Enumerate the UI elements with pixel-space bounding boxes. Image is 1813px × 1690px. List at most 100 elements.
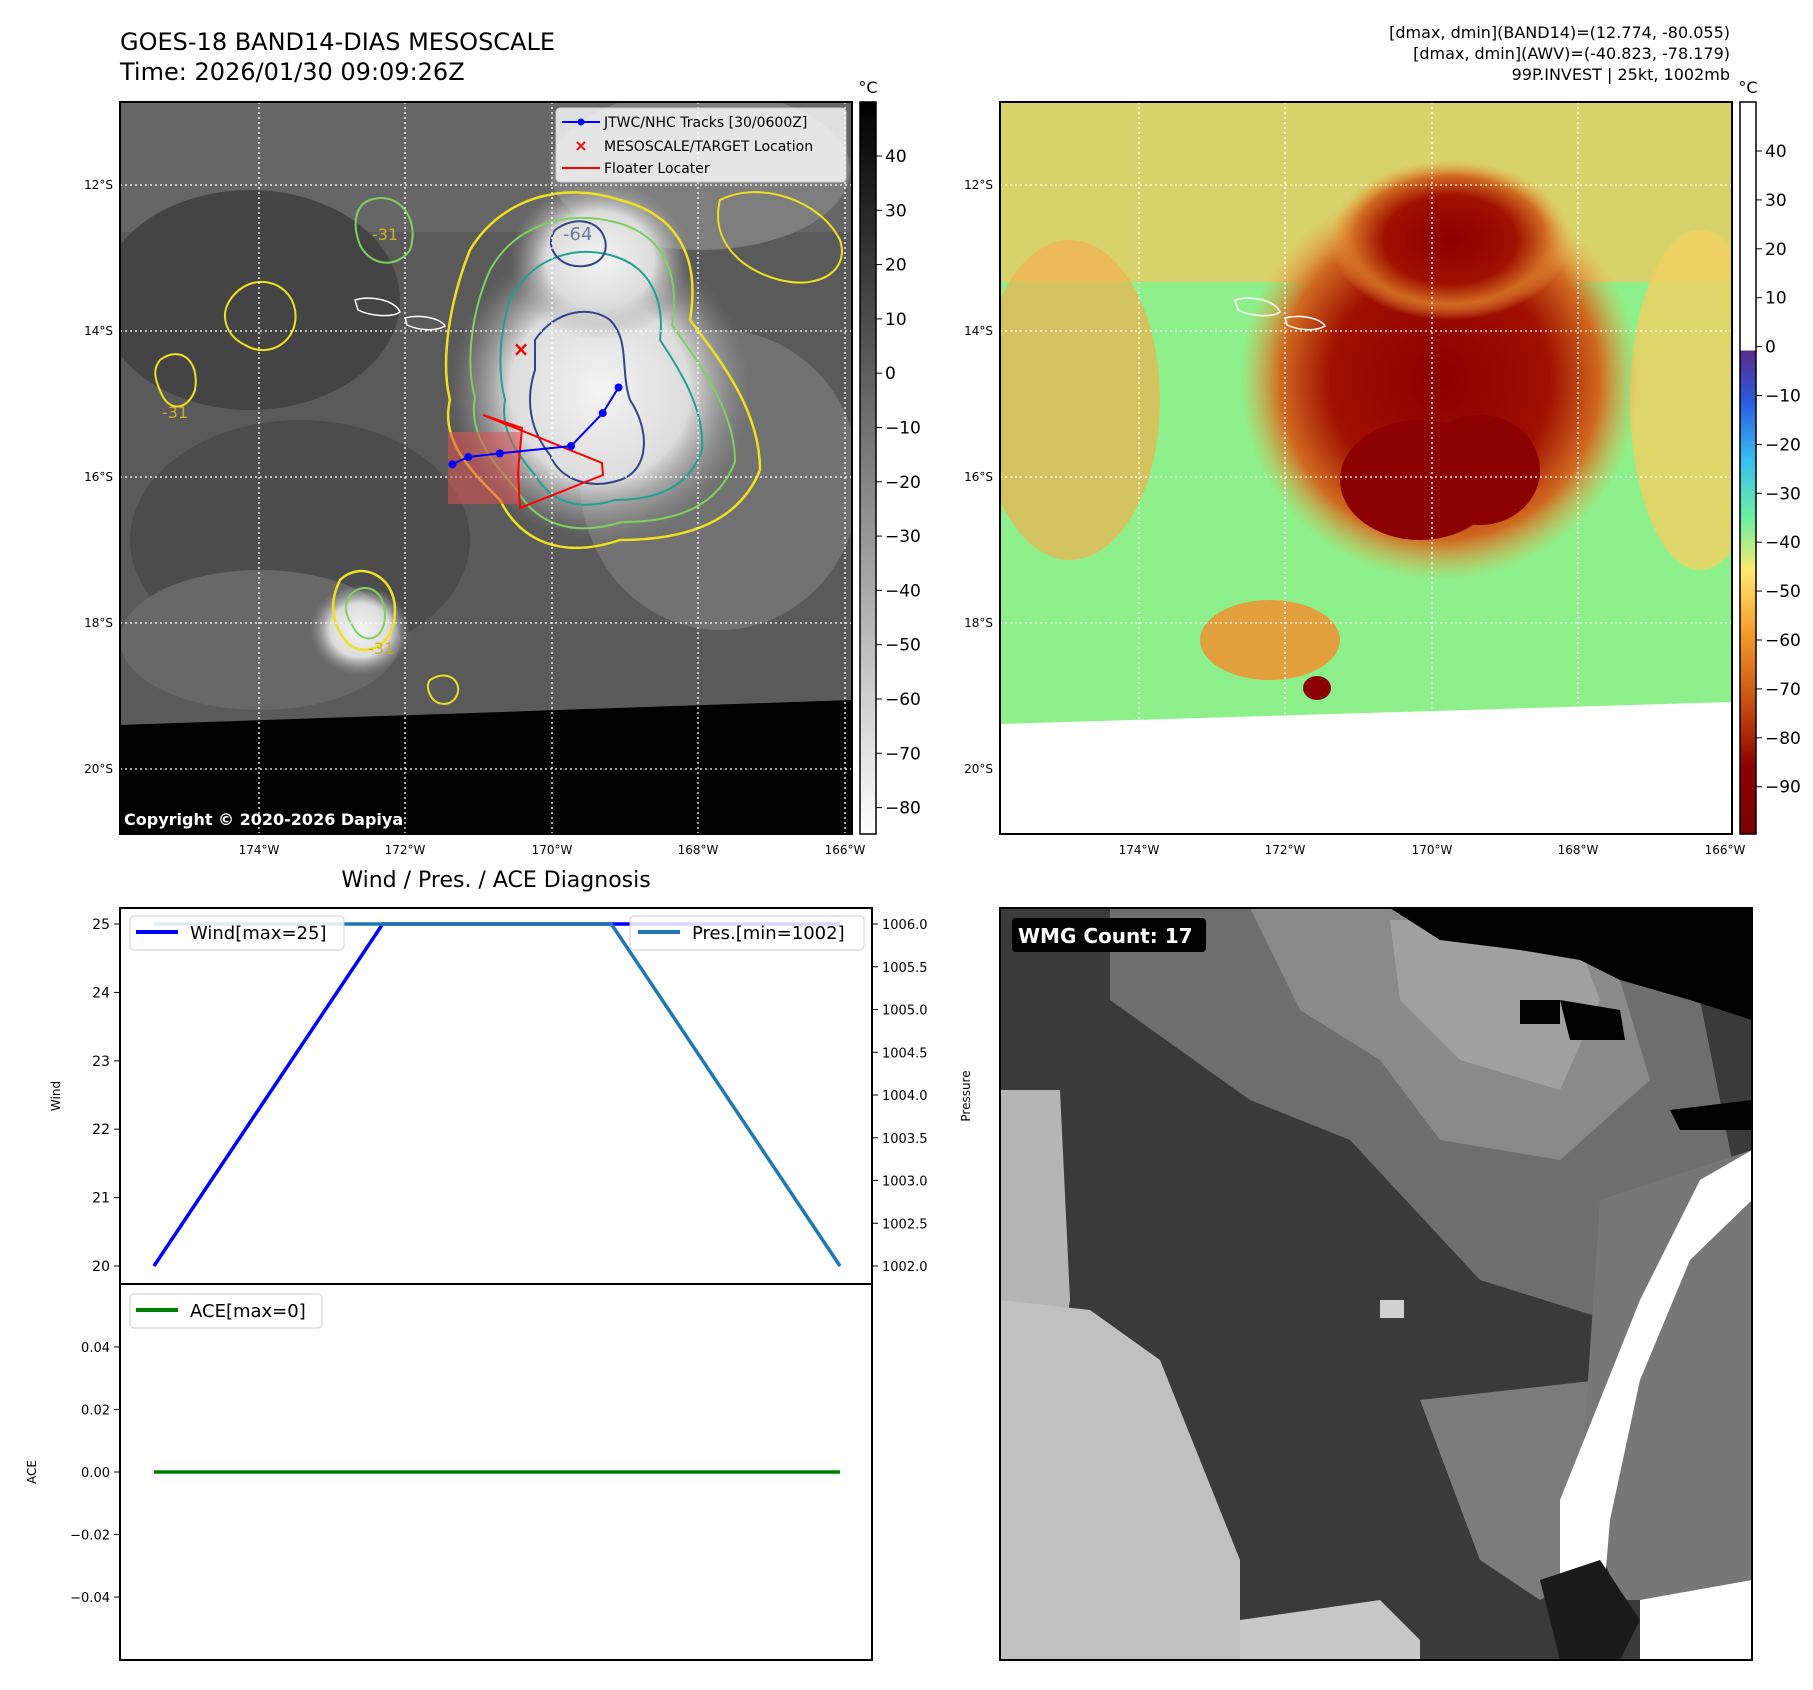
awv-panel: 12°S 14°S 16°S 18°S 20°S 174°W 172°W 170°W 168°…: [964, 78, 1801, 857]
colorbar-tick-label: −40: [1765, 533, 1801, 553]
track-point: [567, 442, 576, 451]
contour-label: -31: [372, 225, 398, 244]
lon-tick-label: 168°W: [1558, 843, 1599, 857]
colorbar-tick-label: −30: [885, 527, 921, 547]
wind-pres-axes: [119, 907, 873, 1285]
wind-ticks: 25 24 23 22 21 20: [92, 917, 120, 1275]
lon-tick-label: 170°W: [532, 843, 573, 857]
contour-navy: [529, 310, 645, 485]
awv-colorbar-unit: °C: [1738, 78, 1757, 97]
pressure-tick-label: 1003.0: [882, 1175, 928, 1190]
colorbar-tick-label: −60: [885, 690, 921, 710]
wind-legend-label: Wind[max=25]: [190, 923, 327, 944]
ace-ticks: 0.04 0.02 0.00 −0.02 −0.04: [70, 1341, 120, 1606]
colorbar-tick-label: −30: [1765, 484, 1801, 504]
wmg-light: [1000, 1300, 1240, 1660]
ir-lat-ticks: 12°S 14°S 16°S 18°S 20°S: [84, 178, 113, 776]
copyright-text: Copyright © 2020-2026 Dapiya: [124, 810, 403, 829]
ir-legend: JTWC/NHC Tracks [30/0600Z] × MESOSCALE/T…: [555, 107, 847, 183]
lon-tick-label: 166°W: [1705, 843, 1746, 857]
lon-tick-label: 172°W: [385, 843, 426, 857]
colorbar-tick-label: −90: [1765, 778, 1801, 798]
wind-tick-label: 22: [92, 1122, 110, 1138]
pressure-legend-label: Pres.[min=1002]: [692, 923, 845, 944]
colorbar-tick-label: 20: [1765, 240, 1787, 260]
lon-tick-label: 172°W: [1265, 843, 1306, 857]
contour-label: -31: [162, 403, 188, 422]
colorbar-tick-label: −20: [1765, 435, 1801, 455]
pressure-tick-label: 1005.5: [882, 961, 928, 976]
colorbar-tick-label: 40: [885, 147, 907, 167]
stats-awv: [dmax, dmin](AWV)=(-40.823, -78.179): [1413, 44, 1730, 63]
ace-tick-label: 0.04: [81, 1341, 110, 1356]
wind-tick-label: 24: [92, 985, 110, 1001]
contour-green: [469, 217, 737, 530]
figure-title: GOES-18 BAND14-DIAS MESOSCALE: [120, 28, 555, 56]
track-point: [614, 383, 623, 392]
island-outline: [354, 297, 401, 317]
contour-label: -31: [368, 639, 394, 658]
ir-colorbar-unit: °C: [858, 78, 877, 97]
ir-nodata: [120, 700, 852, 834]
colorbar-tick-label: −80: [1765, 729, 1801, 749]
colorbar-tick-label: 40: [1765, 142, 1787, 162]
colorbar-tick-label: 30: [885, 201, 907, 221]
wmg-panel: WMG Count: 17: [999, 907, 1753, 1661]
wind-tick-label: 20: [92, 1259, 110, 1275]
wind-tick-label: 23: [92, 1054, 110, 1070]
jtwc-track: [448, 383, 623, 469]
colorbar-tick-label: −40: [885, 581, 921, 601]
lat-tick-label: 14°S: [964, 324, 993, 338]
lon-tick-label: 174°W: [239, 843, 280, 857]
colorbar-tick-label: −70: [1765, 680, 1801, 700]
figure-time: Time: 2026/01/30 09:09:26Z: [119, 58, 465, 86]
legend-target-label: MESOSCALE/TARGET Location: [604, 139, 813, 155]
floater-box: [448, 432, 520, 504]
ace-tick-label: 0.00: [81, 1466, 110, 1481]
ace-tick-label: −0.04: [70, 1591, 110, 1606]
pressure-legend: Pres.[min=1002]: [629, 915, 865, 951]
pressure-tick-label: 1002.0: [882, 1260, 928, 1275]
ace-tick-label: 0.02: [81, 1403, 110, 1418]
contour-yellow: [444, 191, 762, 549]
wind-axis-label: Wind: [49, 1081, 63, 1111]
colorbar-tick-label: 10: [885, 310, 907, 330]
pressure-tick-label: 1006.0: [882, 918, 928, 933]
colorbar-tick-label: 0: [1765, 338, 1776, 358]
awv-gridlines: [1000, 102, 1732, 720]
wmg-count-label: WMG Count: 17: [1018, 924, 1193, 948]
track-point: [464, 453, 473, 462]
awv-colorbar-ticks: 40 30 20 10 0 −10 −20 −30 −40 −50 −60 −70 −80 −90: [1756, 142, 1801, 798]
ir-colorbar: [859, 101, 877, 835]
lon-tick-label: 174°W: [1119, 843, 1160, 857]
diagnosis-title: Wind / Pres. / ACE Diagnosis: [341, 868, 650, 893]
colorbar-tick-label: 20: [885, 256, 907, 276]
colorbar-tick-label: −50: [885, 636, 921, 656]
colorbar-tick-label: −50: [1765, 582, 1801, 602]
track-point: [448, 460, 457, 469]
lat-tick-label: 16°S: [964, 470, 993, 484]
colorbar-tick-label: −60: [1765, 631, 1801, 651]
ir-lon-ticks: 174°W 172°W 170°W 168°W 166°W: [239, 843, 866, 857]
wind-legend: Wind[max=25]: [129, 915, 345, 951]
pressure-tick-label: 1003.5: [882, 1132, 928, 1147]
lat-tick-label: 12°S: [84, 178, 113, 192]
colorbar-tick-label: −70: [885, 744, 921, 764]
pressure-axis-label: Pressure: [959, 1070, 973, 1121]
pressure-tick-label: 1005.0: [882, 1004, 928, 1019]
mesoscale-target-marker: ×: [513, 337, 530, 361]
lon-tick-label: 168°W: [678, 843, 719, 857]
awv-colorbar: [1739, 101, 1757, 835]
awv-frame: [999, 101, 1733, 835]
wmg-label-box: [1012, 918, 1206, 952]
wind-tick-label: 21: [92, 1191, 110, 1207]
track-point: [495, 449, 504, 458]
colorbar-tick-label: −80: [885, 799, 921, 819]
colorbar-tick-label: 10: [1765, 289, 1787, 309]
contour-label: -64: [563, 224, 592, 245]
island-outline: [404, 315, 447, 331]
ir-panel: -64 -31 -31 -31 ×: [84, 78, 921, 857]
colorbar-tick-label: 0: [885, 364, 896, 384]
track-point: [598, 409, 607, 418]
